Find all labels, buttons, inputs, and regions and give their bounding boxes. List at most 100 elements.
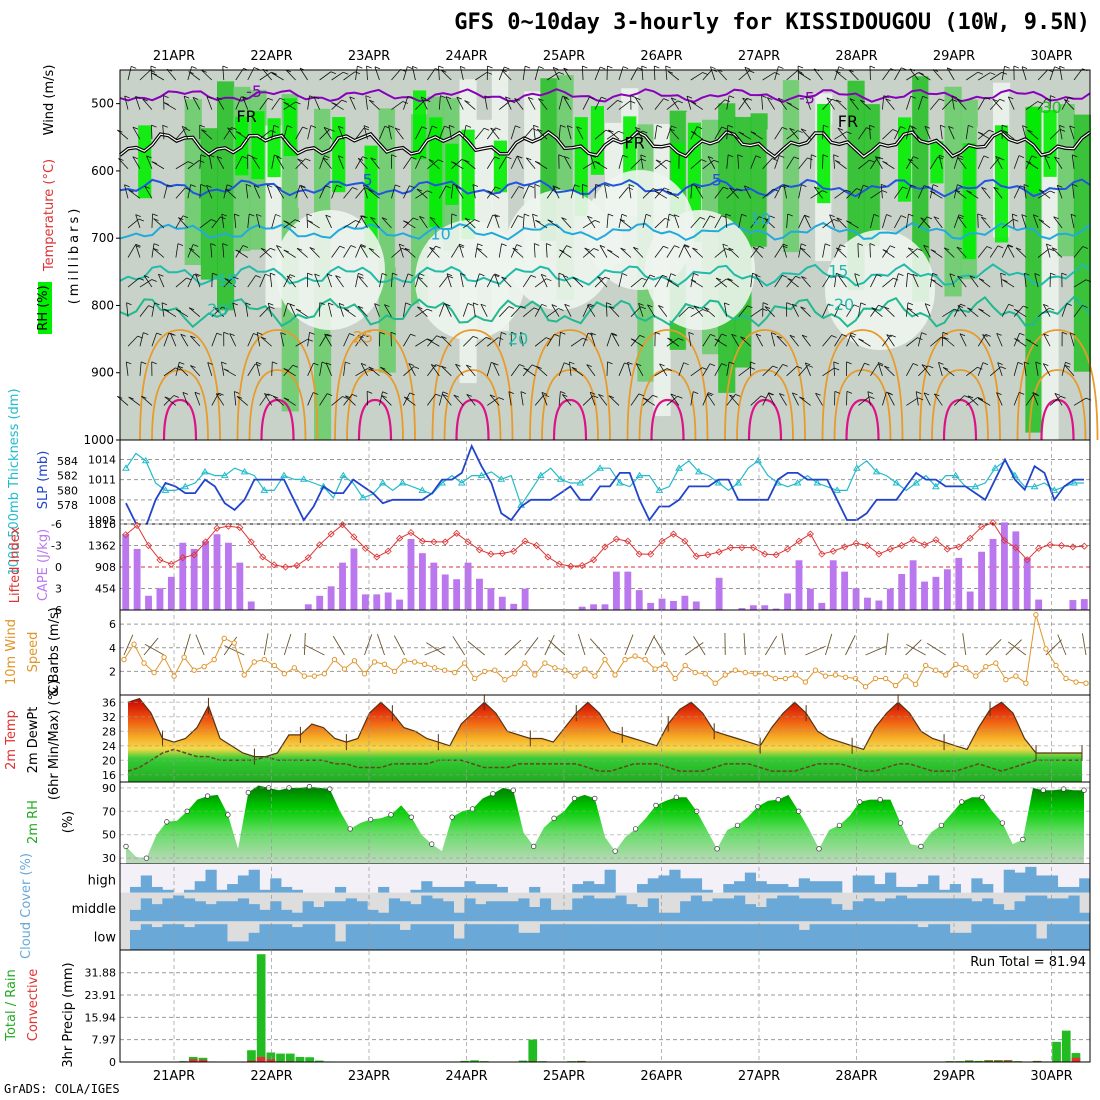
wind-barb-flag [1050, 272, 1056, 276]
wind-barb [1001, 66, 1005, 81]
wind-barb-flag [736, 188, 743, 192]
wind-barb-flag [221, 306, 228, 310]
wind-barb-flag [216, 332, 222, 336]
wind-barb-flag [336, 184, 342, 188]
cloud-bar-middle [928, 898, 940, 922]
cloud-bar-low [1046, 924, 1059, 950]
cape-bar [384, 592, 392, 610]
wind-barb [132, 156, 141, 169]
wind-barb-flag [594, 161, 601, 164]
wind-barb [822, 367, 835, 377]
wind-barb [415, 155, 422, 169]
wind-barb [905, 273, 909, 288]
cloud-bar-high [863, 875, 875, 893]
temp-tick-label: 28 [102, 725, 116, 738]
wind-barb-flag [674, 214, 680, 218]
rh-band [782, 80, 800, 253]
wind-barb [627, 362, 632, 376]
wind-barb-flag [206, 185, 212, 188]
wind-barb [666, 279, 680, 288]
wind-barb-flag [402, 101, 408, 104]
wind-barb [1021, 66, 1027, 81]
wind-barb [743, 633, 746, 656]
wind-barb [374, 303, 380, 317]
rh-band-high [429, 117, 443, 228]
wind-barb [1000, 273, 1003, 288]
cloud-bar-low [669, 924, 681, 950]
wind-barb [798, 365, 809, 377]
wind-barb [427, 245, 436, 258]
wind-barb-flag [921, 332, 927, 335]
wind-barb [1023, 184, 1027, 199]
wind-barb [520, 391, 524, 406]
wind-barb [303, 633, 306, 656]
wind-barb-flag [561, 217, 567, 221]
wind-barb [778, 393, 787, 406]
wind-barb-flag [729, 361, 735, 365]
wind-barb-flag [269, 306, 275, 309]
wind-barb [805, 645, 826, 656]
wind-barb [644, 634, 656, 656]
wind-speed-marker [1053, 662, 1059, 669]
wind-speed-marker [1013, 673, 1019, 679]
wind-barb [778, 98, 787, 110]
wind-barb [297, 158, 308, 170]
wind-barb [977, 213, 979, 228]
wind-barb [266, 184, 273, 199]
cape-bar [156, 588, 164, 610]
wind-barb [208, 154, 213, 169]
wind-barb-flag [881, 190, 888, 193]
cloud-bar-low [194, 924, 206, 950]
isotherm-25 [529, 329, 611, 441]
cloud-bar-low [140, 924, 152, 950]
wind-barb [755, 333, 764, 347]
wind-barb [786, 276, 796, 288]
wind-barb [368, 99, 380, 110]
wind-barb [942, 308, 955, 318]
wind-barb-flag [571, 367, 578, 370]
wind-barb-flag [759, 245, 765, 249]
thickness-marker [378, 479, 387, 486]
wind-barb-flag [738, 131, 744, 135]
li-marker [396, 534, 404, 542]
wind-barb-flag [1068, 96, 1074, 100]
rh-band [120, 103, 138, 254]
wind-speed-marker [742, 669, 748, 676]
wind-barb [498, 100, 511, 110]
wind-barb [474, 128, 485, 140]
wind-speed-marker [161, 654, 167, 660]
wind-barb-flag [538, 66, 544, 69]
wind-barb [242, 96, 249, 110]
wind-barb [783, 184, 788, 199]
cloud-bar-low [1014, 924, 1026, 950]
wind-barb [750, 131, 763, 140]
cape-bar [612, 571, 620, 610]
wind-barb [858, 185, 864, 199]
wind-barb-flag [597, 276, 603, 280]
isotherm-30 [346, 369, 404, 441]
rh-marker [1040, 787, 1046, 793]
wind-barb-flag [345, 395, 351, 399]
cape-bar [909, 560, 917, 610]
wind-barb-flag [460, 65, 466, 69]
wind-speed-marker [411, 659, 418, 665]
isotherm-30 [638, 369, 697, 441]
cloud-bar-middle [518, 898, 530, 922]
wind-barb [620, 247, 632, 258]
wind-barb-flag [368, 366, 374, 370]
li-marker [316, 541, 324, 549]
wind-speed-marker [271, 662, 278, 669]
cloud-bar-high [432, 886, 444, 893]
wind-barb-flag [907, 302, 914, 306]
wind-barb-flag [216, 156, 223, 159]
wind-barb [408, 363, 416, 377]
wind-barb [750, 273, 753, 288]
wind-barb [559, 249, 572, 258]
wind-barb [642, 397, 656, 406]
cloud-bar-low [421, 924, 433, 950]
wind-barb [967, 395, 979, 406]
wind-barb-flag [175, 308, 182, 312]
cloud-bar-middle [712, 898, 724, 922]
wind-barb [846, 304, 855, 317]
run-total: Run Total = 81.94 [970, 955, 1086, 970]
